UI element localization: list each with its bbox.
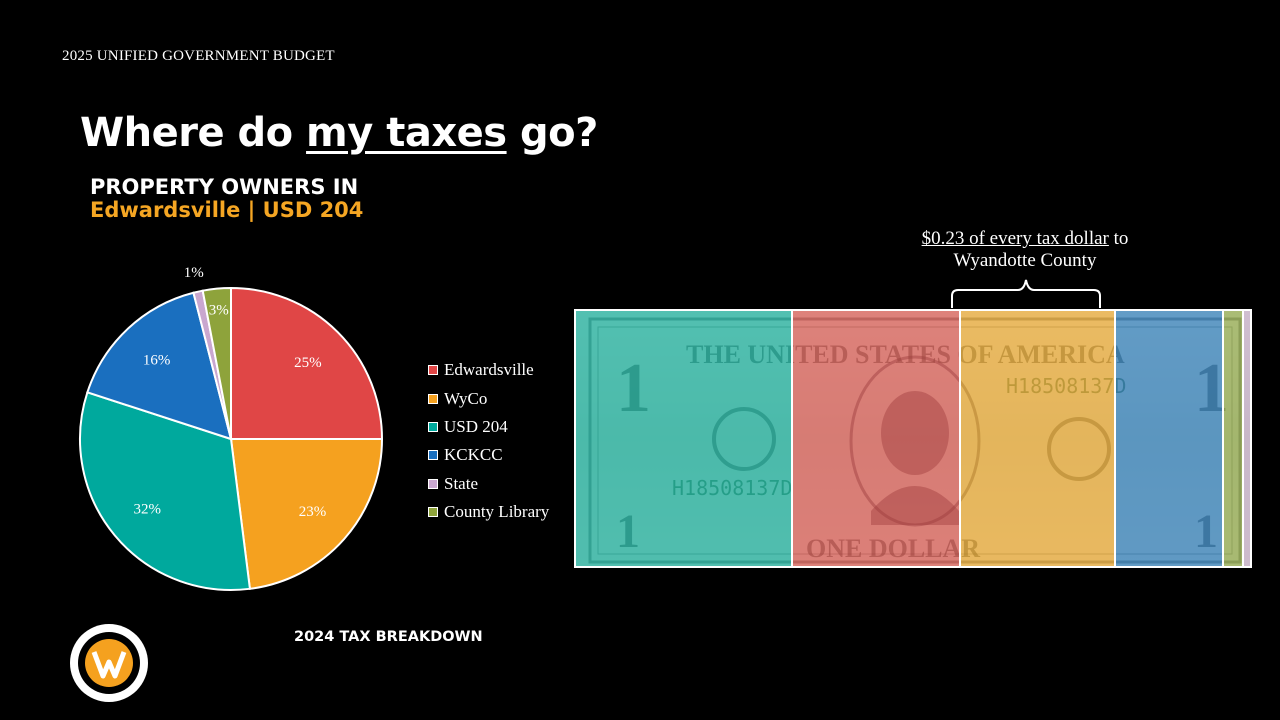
bill-segment-county-library: [1223, 311, 1244, 566]
bill-segment-divider: [1222, 311, 1225, 566]
legend-item-state: State: [428, 470, 549, 498]
pie-label-state: 1%: [184, 265, 204, 281]
legend-label: KCKCC: [444, 445, 503, 465]
legend-item-usd-204: USD 204: [428, 413, 549, 441]
legend-item-county-library: County Library: [428, 498, 549, 526]
bill-segment-wyco: [960, 311, 1116, 566]
unified-government-logo: [70, 624, 148, 702]
legend-item-wyco: WyCo: [428, 384, 549, 412]
legend-swatch: [428, 450, 438, 461]
pie-slice-kckcc: [86, 291, 233, 441]
chart-legend: Edwardsville WyCo USD 204 KCKCC State County …: [428, 356, 549, 526]
dollar-bill-image: 1 1 1 1 THE UNITED STATES OF AMERICA ONE…: [574, 309, 1252, 568]
legend-item-kckcc: KCKCC: [428, 441, 549, 469]
pie-chart: 25% 23% 32% 16% 1% 3%: [79, 265, 384, 591]
annotation-underlined: $0.23 of every tax dollar: [921, 228, 1109, 249]
legend-swatch: [428, 365, 438, 376]
legend-swatch: [428, 507, 438, 518]
title-before: Where do: [80, 110, 307, 156]
pie-slice-usd-204: [79, 391, 252, 591]
legend-label: WyCo: [444, 388, 488, 408]
pie-label-kckcc: 16%: [143, 353, 171, 369]
legend-label: County Library: [444, 502, 550, 522]
page-title: Where do my taxes go?: [80, 110, 598, 156]
subtitle-line2: Edwardsville | USD 204: [90, 198, 364, 222]
legend-swatch: [428, 421, 438, 432]
subtitle: PROPERTY OWNERS IN Edwardsville | USD 20…: [90, 176, 363, 222]
bill-segment-divider: [1242, 311, 1245, 566]
legend-label: USD 204: [444, 416, 508, 436]
subtitle-line1: PROPERTY OWNERS IN: [90, 175, 359, 199]
title-after: go?: [506, 110, 598, 156]
pie-label-edwardsville: 25%: [294, 355, 322, 371]
chart-caption: 2024 TAX BREAKDOWN: [294, 629, 483, 645]
pie-slice-edwardsville: [230, 286, 384, 440]
legend-item-edwardsville: Edwardsville: [428, 356, 549, 384]
annotation: $0.23 of every tax dollar to Wyandotte C…: [890, 228, 1160, 272]
legend-label: State: [444, 473, 478, 493]
legend-swatch: [428, 478, 438, 489]
bill-segment-divider: [959, 311, 962, 566]
bill-segment-divider: [790, 311, 793, 566]
brace-icon: [951, 279, 1101, 308]
legend-label: Edwardsville: [444, 360, 534, 380]
bill-segment-divider: [1114, 311, 1117, 566]
title-underlined: my taxes: [306, 110, 507, 156]
header-label: 2025 UNIFIED GOVERNMENT BUDGET: [62, 48, 335, 64]
bill-segment-state: [1243, 311, 1250, 566]
bill-segment-edwardsville: [791, 311, 961, 566]
annotation-rest: to: [1108, 228, 1129, 249]
pie-label-county-library: 3%: [209, 303, 229, 319]
pie-label-usd-204: 32%: [133, 501, 161, 517]
pie-label-wyco: 23%: [299, 504, 327, 520]
legend-swatch: [428, 393, 438, 404]
bill-segment-kckcc: [1115, 311, 1224, 566]
bill-segment-usd-204: [576, 311, 792, 566]
pie-slice-wyco: [229, 438, 384, 590]
pie-slice-county-library: [201, 286, 232, 440]
annotation-line2: Wyandotte County: [953, 250, 1097, 271]
